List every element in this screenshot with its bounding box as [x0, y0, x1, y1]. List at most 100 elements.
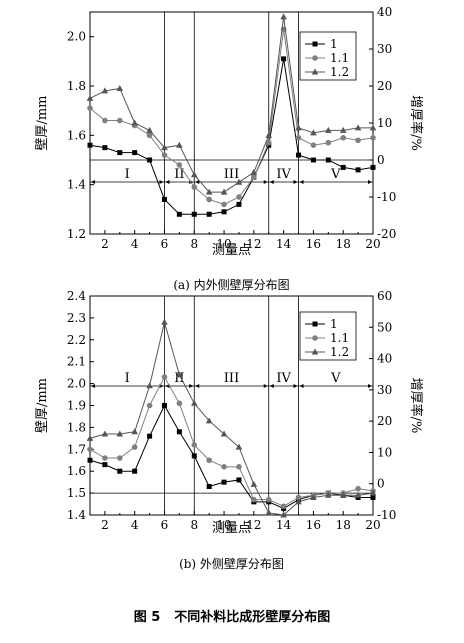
data-point [131, 428, 138, 435]
x-tick-label: 10 [216, 518, 231, 532]
region-arrowhead [91, 180, 95, 184]
y-tick-label: 2.0 [67, 30, 86, 44]
region-label: IV [276, 167, 291, 182]
data-point [161, 152, 168, 158]
data-point [86, 94, 94, 101]
data-point [369, 489, 377, 496]
legend: 11.11.2 [299, 31, 357, 81]
region-arrowhead [91, 384, 95, 388]
data-point [221, 479, 227, 485]
data-point [101, 430, 109, 437]
x-tick-label: 16 [306, 237, 321, 251]
data-point [176, 162, 183, 168]
legend-label: 1.2 [330, 65, 349, 79]
data-point [147, 433, 153, 439]
series-1.2 [86, 318, 377, 518]
legend-label: 1.1 [330, 331, 349, 345]
region-arrowhead [263, 384, 268, 388]
data-point [206, 211, 212, 217]
data-point [146, 126, 153, 133]
data-point [236, 194, 242, 200]
y2-tick-label: 20 [377, 79, 392, 93]
y2-axis-label: 增厚率/% [408, 95, 424, 151]
region-arrowhead [159, 180, 164, 184]
data-point [354, 491, 362, 498]
region-arrowhead [269, 384, 274, 388]
panel-caption: (b) 外侧壁厚分布图 [179, 556, 284, 571]
data-point [251, 174, 257, 181]
y2-tick-label: -10 [377, 190, 396, 204]
region-arrowhead [195, 384, 200, 388]
data-point [161, 144, 168, 151]
data-point [176, 429, 182, 435]
data-point [146, 402, 153, 409]
series-line [89, 58, 374, 215]
region-arrowhead [263, 180, 268, 184]
y2-tick-label: 50 [377, 320, 392, 334]
region-arrowhead [368, 384, 372, 388]
data-point [191, 442, 198, 448]
data-point [355, 485, 361, 492]
data-point [190, 399, 198, 406]
data-point [311, 68, 319, 75]
data-point [312, 55, 318, 61]
data-point [131, 119, 138, 126]
data-point [206, 484, 212, 490]
y2-tick-label: 60 [377, 289, 392, 303]
data-point [117, 150, 123, 156]
y2-tick-label: -20 [377, 227, 396, 241]
data-point [191, 184, 198, 190]
series-1 [87, 56, 376, 217]
y-tick-label: 1.2 [67, 227, 86, 241]
data-point [116, 117, 123, 124]
region-label: I [125, 167, 130, 182]
y2-tick-label: 40 [377, 5, 392, 19]
data-point [296, 152, 302, 158]
data-point [221, 464, 227, 470]
legend-label: 1.1 [330, 51, 349, 65]
region-arrowhead [293, 384, 298, 388]
region-arrowhead [299, 384, 304, 388]
data-point [102, 462, 108, 468]
x-tick-label: 18 [336, 518, 351, 532]
data-point [370, 494, 376, 500]
data-point [339, 491, 347, 498]
panel-caption: (a) 内外侧壁厚分布图 [173, 277, 289, 292]
y-tick-label: 1.4 [67, 508, 86, 522]
data-point [280, 503, 287, 510]
data-point [221, 201, 227, 208]
figure-title: 不同补料比成形壁厚分布图 [174, 610, 331, 625]
y2-axis-label: 增厚率/% [408, 378, 424, 434]
legend: 11.11.2 [299, 311, 357, 361]
x-tick-label: 2 [101, 237, 109, 251]
data-point [236, 464, 242, 470]
x-tick-label: 4 [131, 518, 139, 532]
y-tick-label: 1.7 [67, 442, 86, 456]
data-point [295, 498, 302, 505]
data-point [147, 157, 153, 163]
region-label: I [125, 371, 130, 386]
data-point [340, 164, 346, 170]
y2-tick-label: 10 [377, 445, 392, 459]
x-tick-label: 6 [161, 237, 169, 251]
data-point [265, 139, 272, 146]
y-tick-label: 2.1 [67, 355, 86, 369]
data-point [295, 135, 302, 141]
data-point [161, 403, 167, 408]
x-axis-label: 测量点 [212, 243, 251, 258]
y-tick-label: 2.2 [67, 333, 86, 347]
data-point [310, 157, 316, 163]
data-point [280, 13, 287, 20]
data-point [369, 124, 377, 131]
x-tick-label: 14 [276, 237, 292, 251]
data-point [176, 211, 182, 217]
region-arrowhead [165, 180, 170, 184]
data-point [87, 105, 93, 111]
series-line [89, 375, 374, 507]
data-point [191, 453, 197, 459]
chart-panel-a: I II III IV V2 4 6 8 10 12 14 16 18 201.21.41.61.82.0… [35, 5, 424, 292]
x-tick-label: 4 [131, 237, 139, 251]
data-point [325, 139, 332, 146]
data-point [370, 164, 376, 170]
data-point [312, 41, 318, 47]
